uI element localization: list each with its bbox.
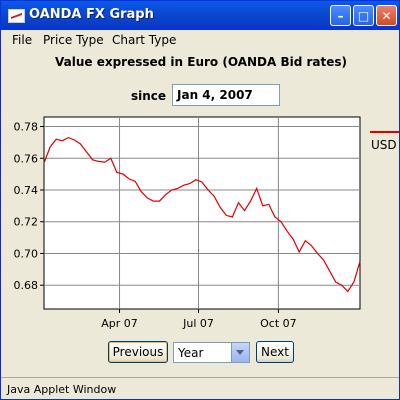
y-tick-label: 0.72	[14, 216, 39, 229]
menu-chart-type[interactable]: Chart Type	[112, 33, 177, 47]
since-label: since	[131, 89, 167, 103]
period-select[interactable]: Year	[173, 342, 250, 363]
window-title: OANDA FX Graph	[29, 7, 154, 22]
x-tick-label: Oct 07	[260, 317, 297, 330]
series-line-usd	[43, 136, 361, 293]
x-tick-label: Jul 07	[182, 317, 214, 330]
y-tick-label: 0.74	[14, 184, 39, 197]
maximize-button[interactable]: □	[353, 5, 374, 26]
previous-button[interactable]: Previous	[108, 341, 168, 363]
status-bar: Java Applet Window	[1, 377, 399, 399]
since-date-input[interactable]: Jan 4, 2007	[172, 84, 280, 106]
plot-area	[43, 116, 361, 310]
menu-bar: File Price Type Chart Type	[1, 30, 399, 50]
legend-swatch-usd	[370, 131, 399, 133]
status-text: Java Applet Window	[7, 383, 117, 396]
next-button[interactable]: Next	[256, 341, 294, 363]
period-select-value: Year	[178, 346, 204, 360]
menu-file[interactable]: File	[12, 33, 33, 47]
x-tick-label: Apr 07	[101, 317, 138, 330]
minimize-icon: –	[337, 9, 344, 23]
y-tick-label: 0.70	[14, 247, 39, 260]
chart-app-icon	[8, 9, 25, 23]
menu-price-type[interactable]: Price Type	[43, 33, 104, 47]
y-tick-label: 0.78	[14, 121, 39, 134]
maximize-icon: □	[357, 9, 370, 23]
fx-line-chart: 0.68 0.70 0.72 0.74 0.76 0.78 Apr 07 Jul 07 Oct …	[14, 116, 361, 330]
legend-label-usd: USD	[371, 138, 397, 152]
chevron-down-icon[interactable]	[231, 343, 249, 362]
minimize-button[interactable]: –	[330, 5, 351, 26]
close-button[interactable]: ✕	[376, 5, 397, 26]
close-icon: ✕	[381, 9, 392, 23]
chart-heading: Value expressed in Euro (OANDA Bid rates…	[55, 55, 347, 69]
y-tick-label: 0.68	[14, 279, 39, 292]
title-bar[interactable]: OANDA FX Graph – □ ✕	[1, 1, 399, 30]
y-tick-label: 0.76	[14, 152, 39, 165]
